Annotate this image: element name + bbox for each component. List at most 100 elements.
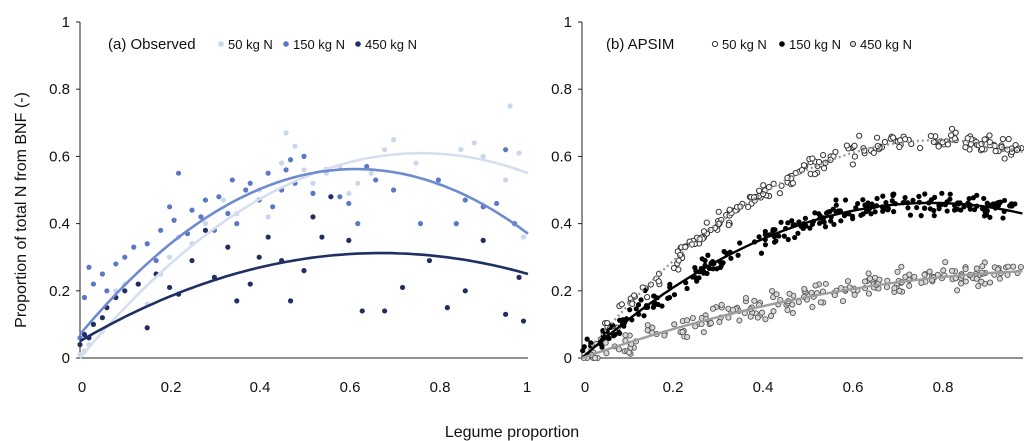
data-point: [948, 267, 955, 274]
legend-label: 50 kg N: [722, 37, 767, 52]
x-tick-label: 0.2: [161, 379, 182, 396]
data-point: [675, 266, 682, 273]
data-point: [735, 252, 741, 258]
data-point: [833, 202, 839, 208]
data-point: [865, 270, 872, 277]
panel-a-trendlines: [79, 151, 529, 359]
y-tick-label: 0: [62, 350, 70, 367]
data-point: [671, 321, 678, 328]
data-point: [860, 197, 866, 203]
data-point: [90, 281, 97, 287]
data-point: [462, 288, 468, 294]
data-point: [641, 313, 647, 319]
y-tick-label: 0.6: [49, 148, 70, 165]
data-point: [820, 219, 826, 225]
data-point: [973, 265, 980, 272]
data-point: [880, 208, 886, 214]
data-point: [122, 288, 128, 294]
trend-line: [79, 251, 529, 343]
data-point: [858, 212, 864, 218]
data-point: [776, 190, 783, 197]
data-point: [962, 266, 969, 273]
legend-marker: [711, 40, 719, 48]
data-point: [480, 237, 486, 243]
x-tick-label: 1: [523, 379, 531, 396]
data-point: [279, 160, 285, 166]
data-point: [346, 190, 352, 196]
data-point: [751, 297, 758, 304]
data-point: [747, 313, 754, 320]
data-point: [167, 204, 173, 210]
panel-b-title: (b) APSIM: [606, 36, 674, 53]
data-point: [494, 200, 500, 207]
data-point: [702, 257, 708, 264]
data-point: [898, 263, 905, 270]
data-point: [721, 248, 727, 255]
data-point: [807, 225, 813, 231]
data-point: [135, 281, 141, 287]
data-point: [417, 221, 424, 227]
data-point: [891, 209, 897, 215]
data-point: [828, 218, 834, 224]
data-point: [936, 205, 942, 212]
data-point: [609, 322, 616, 328]
data-point: [368, 170, 374, 176]
data-point: [816, 220, 823, 226]
data-point: [220, 197, 226, 203]
legend-label: 450 kg N: [365, 37, 417, 52]
legend-label: 150 kg N: [293, 37, 345, 52]
data-point: [822, 280, 829, 287]
data-point: [355, 180, 361, 186]
data-point: [987, 279, 994, 286]
x-tick-label: 0.4: [250, 379, 271, 396]
data-point: [584, 336, 590, 342]
data-point: [99, 271, 105, 277]
data-point: [760, 182, 767, 189]
data-point: [872, 209, 878, 215]
data-point: [767, 312, 775, 319]
data-point: [167, 254, 173, 260]
data-point: [851, 142, 858, 149]
data-point: [862, 202, 868, 208]
data-point: [328, 194, 334, 200]
data-point: [809, 155, 816, 162]
data-point: [981, 136, 988, 143]
data-point: [627, 307, 633, 313]
trend-line: [581, 270, 1023, 360]
data-point: [202, 221, 209, 227]
data-point: [444, 305, 450, 311]
data-point: [153, 257, 159, 264]
data-point: [270, 204, 276, 210]
data-point: [287, 298, 294, 304]
data-point: [894, 268, 901, 275]
data-point: [839, 298, 847, 305]
data-point: [684, 285, 690, 292]
y-tick-label: 1: [564, 14, 572, 31]
data-point: [158, 227, 164, 233]
data-point: [841, 213, 848, 219]
data-point: [897, 137, 904, 144]
data-point: [844, 278, 852, 285]
data-point: [762, 316, 769, 323]
data-point: [822, 224, 829, 230]
data-point: [1000, 215, 1006, 221]
legend-label: 450 kg N: [860, 37, 912, 52]
data-point: [604, 319, 611, 327]
trend-line: [581, 139, 1023, 359]
data-point: [801, 285, 808, 292]
data-point: [516, 274, 522, 280]
data-point: [364, 163, 370, 170]
data-point: [373, 177, 379, 183]
data-point: [666, 294, 673, 301]
data-point: [952, 129, 959, 136]
data-point: [861, 278, 868, 285]
data-point: [800, 162, 808, 169]
x-tick-label: 0.2: [663, 379, 684, 396]
data-point: [453, 221, 459, 227]
data-point: [754, 314, 761, 321]
data-point: [202, 197, 209, 203]
data-point: [247, 180, 253, 186]
data-point: [856, 132, 863, 139]
data-point: [855, 200, 861, 207]
